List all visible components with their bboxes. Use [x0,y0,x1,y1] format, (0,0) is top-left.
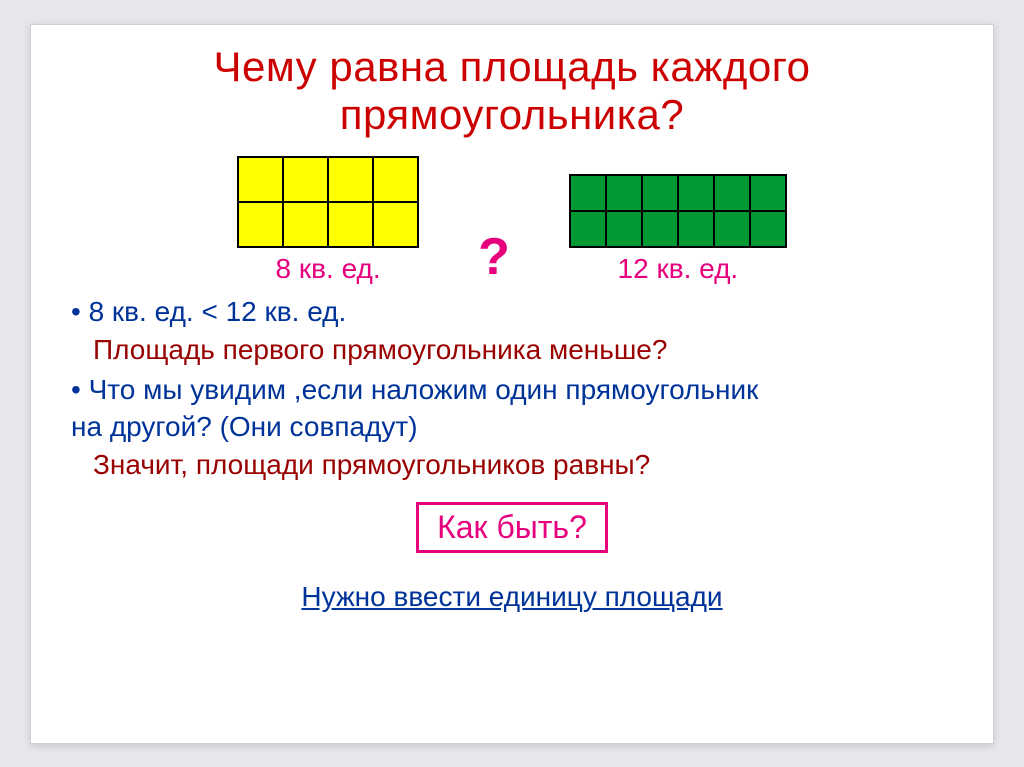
grid-cell [372,201,419,248]
grid-2 [570,175,786,247]
grid-cell [569,174,607,212]
grid-cell [641,174,679,212]
howto-box: Как быть? [416,502,608,553]
grid-cell [237,156,284,203]
question-mark-icon: ? [478,231,510,285]
grid-cell [749,174,787,212]
grid-cell [605,210,643,248]
grid-cell [282,201,329,248]
grids-row: 8 кв. ед. ? 12 кв. ед. [71,157,953,285]
slide: Чему равна площадь каждого прямоугольник… [30,24,994,744]
grid-cell [713,174,751,212]
grid-cell [327,156,374,203]
grid-1-block: 8 кв. ед. [238,157,418,285]
bullet-line-1: • 8 кв. ед. < 12 кв. ед. [71,293,953,331]
grid-cell [282,156,329,203]
title-line-2: прямоугольника? [71,91,953,139]
bullet-line-3: Значит, площади прямоугольников равны? [71,446,953,484]
grid-cell [641,210,679,248]
grid-1 [238,157,418,247]
title-line-1: Чему равна площадь каждого [71,43,953,91]
grid-2-label: 12 кв. ед. [618,253,739,285]
howto-wrap: Как быть? [71,502,953,553]
grid-cell [749,210,787,248]
grid-1-label: 8 кв. ед. [276,253,381,285]
bullet-line-2a: на другой? (Они совпадут) [71,408,953,446]
grid-cell [237,201,284,248]
grid-cell [605,174,643,212]
grid-cell [569,210,607,248]
slide-title: Чему равна площадь каждого прямоугольник… [71,43,953,140]
grid-cell [677,174,715,212]
bullet-line-1a: Площадь первого прямоугольника меньше? [71,331,953,369]
body-text: • 8 кв. ед. < 12 кв. ед. Площадь первого… [71,293,953,484]
grid-cell [677,210,715,248]
grid-cell [713,210,751,248]
grid-cell [372,156,419,203]
grid-cell [327,201,374,248]
answer-line: Нужно ввести единицу площади [71,581,953,613]
grid-2-block: 12 кв. ед. [570,175,786,285]
bullet-line-2: • Что мы увидим ,если наложим один прямо… [71,371,953,409]
